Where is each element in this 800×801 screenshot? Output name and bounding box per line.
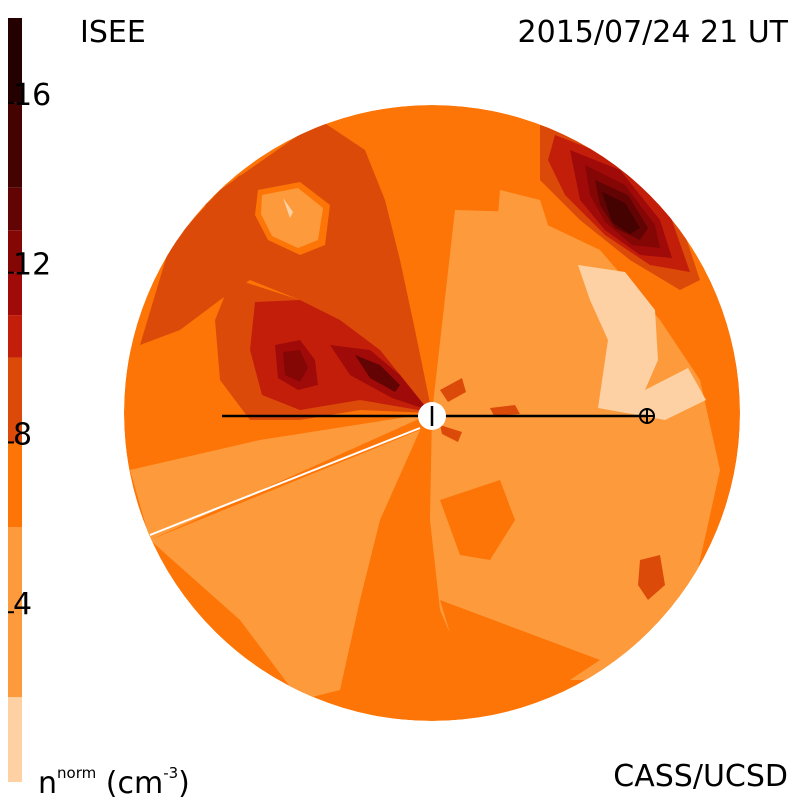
unit-base: n: [38, 766, 58, 801]
density-level-14-16: [602, 192, 640, 234]
colorbar-tick-label: 4: [13, 587, 32, 622]
credit-label: CASS/UCSD: [613, 759, 788, 794]
unit-label: nnorm (cm-3): [38, 762, 190, 799]
colorbar: [8, 18, 22, 782]
colorbar-tick-label: 16: [13, 78, 51, 113]
timestamp-label: 2015/07/24 21 UT: [517, 15, 788, 50]
density-level-6-8: [440, 480, 515, 560]
density-level-2-6: [498, 190, 548, 232]
density-level-0-2: [578, 265, 706, 420]
density-level-12-13: [283, 350, 308, 382]
density-level-8-10: [638, 555, 665, 600]
colorbar-swatch: [8, 102, 22, 188]
density-level-2-6: [261, 188, 323, 248]
density-level-13-14: [355, 355, 400, 392]
colorbar-tick-label: 12: [13, 248, 51, 283]
colorbar-swatch: [8, 230, 22, 273]
density-level-0-2: [283, 198, 293, 218]
colorbar-ticks: 4 8 12 16: [8, 78, 51, 622]
colorbar-swatch: [8, 272, 22, 316]
colorbar-swatch: [8, 187, 22, 231]
unit-close: ): [178, 766, 190, 801]
density-level-2-6: [150, 430, 420, 700]
density-level-6-8: [440, 600, 600, 700]
density-level-2-6: [555, 530, 625, 605]
density-level-2-6: [130, 413, 432, 540]
colorbar-swatch: [8, 527, 22, 698]
colorbar-swatch: [8, 18, 22, 103]
unit-superscript: norm: [57, 764, 97, 782]
unit-text: (cm: [105, 766, 164, 801]
density-level-8-10: [440, 378, 466, 402]
earth-marker: [639, 408, 655, 424]
sector-line: [149, 427, 421, 536]
colorbar-swatch: [8, 315, 22, 358]
density-level-8-10: [205, 175, 250, 215]
sun-marker: [418, 402, 446, 430]
colorbar-tick-label: 8: [13, 417, 32, 452]
colorbar-swatch: [8, 697, 22, 782]
colorbar-swatch: [8, 442, 22, 528]
density-level-8-10: [490, 405, 520, 416]
source-label: ISEE: [80, 15, 146, 50]
colorbar-swatch: [8, 357, 22, 443]
unit-exponent: -3: [163, 764, 179, 782]
density-level-8-10: [440, 425, 462, 442]
